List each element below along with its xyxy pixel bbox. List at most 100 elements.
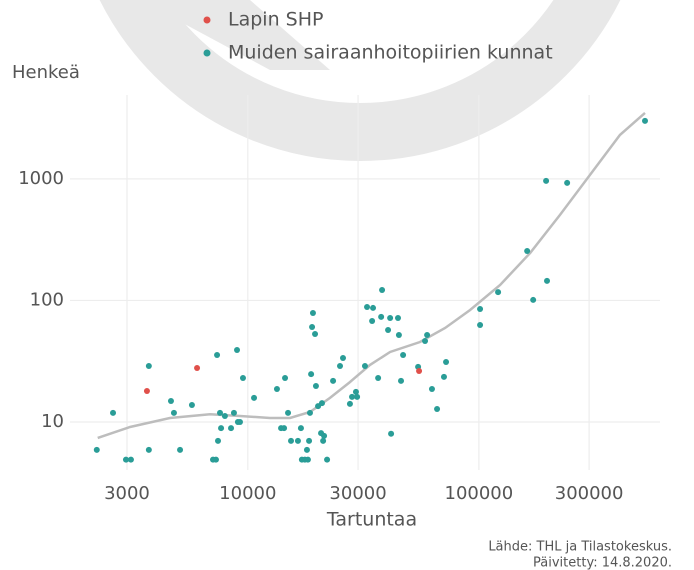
point <box>352 388 359 395</box>
point <box>434 405 441 412</box>
point <box>339 355 346 362</box>
point <box>215 437 222 444</box>
point <box>167 397 174 404</box>
x-tick-label: 30000 <box>329 483 386 504</box>
point <box>388 430 395 437</box>
x-axis-label: Tartuntaa <box>326 509 417 531</box>
y-tick-label: 10 <box>41 411 64 432</box>
point <box>312 382 319 389</box>
point <box>337 362 344 369</box>
point <box>544 277 551 284</box>
point <box>145 362 152 369</box>
point <box>217 409 224 416</box>
legend-swatch <box>203 16 211 24</box>
x-tick-label: 100000 <box>445 483 514 504</box>
point <box>143 387 150 394</box>
point <box>400 351 407 358</box>
legend-label: Muiden sairaanhoitopiirien kunnat <box>228 42 553 64</box>
legend-label: Lapin SHP <box>228 9 323 31</box>
source: Lähde: THL ja Tilastokeskus. <box>488 540 672 555</box>
point <box>122 456 129 463</box>
x-tick-label: 300000 <box>555 483 624 504</box>
point <box>282 375 289 382</box>
point <box>424 331 431 338</box>
point <box>477 322 484 329</box>
point <box>422 337 429 344</box>
trend-line <box>97 111 646 440</box>
point <box>312 330 319 337</box>
point <box>212 456 219 463</box>
point <box>395 331 402 338</box>
point <box>294 437 301 444</box>
point <box>177 446 184 453</box>
point <box>361 362 368 369</box>
point <box>188 402 195 409</box>
point <box>395 314 402 321</box>
point <box>369 317 376 324</box>
point <box>349 393 356 400</box>
point <box>375 375 382 382</box>
point <box>324 456 331 463</box>
point <box>273 385 280 392</box>
point <box>530 296 537 303</box>
point <box>93 446 100 453</box>
point <box>281 425 288 432</box>
point <box>145 446 152 453</box>
point <box>379 286 386 293</box>
point <box>428 385 435 392</box>
point <box>228 425 235 432</box>
point <box>318 400 325 407</box>
point <box>370 304 377 311</box>
point <box>288 437 295 444</box>
point <box>364 303 371 310</box>
point <box>443 358 450 365</box>
point <box>346 400 353 407</box>
point <box>251 394 258 401</box>
marks <box>93 111 649 463</box>
point <box>330 377 337 384</box>
point <box>306 409 313 416</box>
watermark <box>99 0 621 161</box>
point <box>378 313 385 320</box>
point <box>170 409 177 416</box>
point <box>304 456 311 463</box>
y-tick-label: 100 <box>30 289 64 310</box>
point <box>320 437 327 444</box>
point <box>477 305 484 312</box>
x-tick-label: 3000 <box>104 483 150 504</box>
point <box>543 177 550 184</box>
point <box>239 375 246 382</box>
point <box>321 432 328 439</box>
point <box>234 347 241 354</box>
point <box>303 446 310 453</box>
point <box>524 248 531 255</box>
point <box>416 367 423 374</box>
point <box>385 326 392 333</box>
point <box>308 371 315 378</box>
updated: Päivitetty: 14.8.2020. <box>533 556 672 570</box>
point <box>398 377 405 384</box>
point <box>214 351 221 358</box>
point <box>440 373 447 380</box>
point <box>110 409 117 416</box>
point <box>495 289 502 296</box>
point <box>354 393 361 400</box>
watermark-ring <box>99 0 621 161</box>
point <box>221 413 228 420</box>
point <box>309 309 316 316</box>
point <box>564 179 571 186</box>
point <box>218 425 225 432</box>
grid <box>70 95 660 470</box>
point <box>230 409 237 416</box>
point <box>387 314 394 321</box>
point <box>642 117 649 124</box>
point <box>285 409 292 416</box>
x-tick-label: 10000 <box>219 483 276 504</box>
legend-swatch <box>203 49 211 57</box>
point <box>236 419 243 426</box>
point <box>194 365 201 372</box>
watermark-stroke <box>140 0 330 70</box>
point <box>127 456 134 463</box>
